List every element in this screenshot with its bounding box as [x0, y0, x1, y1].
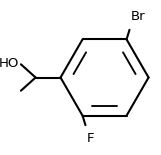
Text: F: F	[87, 132, 95, 145]
Text: Br: Br	[131, 10, 146, 23]
Text: HO: HO	[0, 57, 19, 70]
